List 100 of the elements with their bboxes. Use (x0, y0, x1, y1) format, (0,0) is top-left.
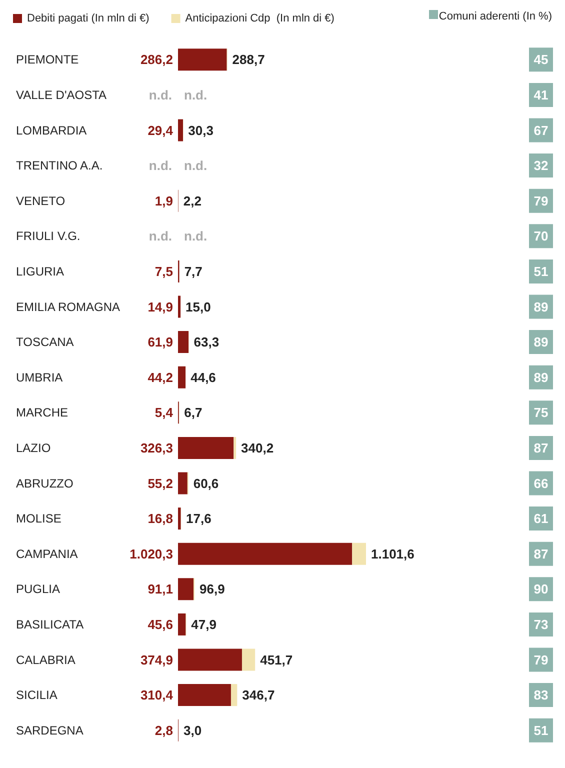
data-label: 32 (534, 158, 548, 174)
total-label: 15,0 (186, 299, 211, 314)
y-tick-label: SARDEGNA (16, 723, 84, 738)
y-tick-label: MOLISE (16, 512, 62, 526)
y-tick-label: VALLE D'AOSTA (16, 88, 107, 102)
data-label: 286,2 (140, 52, 173, 68)
total-label: 44,6 (190, 370, 216, 385)
data-label: 91,1 (148, 582, 173, 597)
data-label: 66 (534, 476, 548, 491)
text: n.d. (184, 87, 208, 102)
y-tick-label: PIEMONTE (16, 52, 79, 67)
data-label: 7,5 (154, 264, 173, 279)
bar (178, 366, 186, 388)
y-tick-label: PUGLIA (16, 582, 60, 596)
bar (230, 684, 238, 706)
data-label: 89 (534, 370, 548, 385)
y-tick-label: UMBRIA (16, 370, 63, 384)
y-tick-label: VENETO (16, 194, 66, 208)
bar (178, 436, 234, 459)
bar (178, 684, 231, 706)
total-label: 30,3 (188, 122, 214, 138)
data-label: 2,8 (154, 722, 173, 738)
total-label: 2,2 (183, 193, 202, 208)
y-tick-label: TOSCANA (16, 335, 74, 350)
bar (178, 296, 181, 318)
y-tick-label: CALABRIA (16, 652, 76, 667)
legend-label: Debiti pagati (In mln di €) (27, 12, 150, 24)
data-label: 89 (534, 299, 548, 314)
bar (178, 48, 227, 71)
text: n.d. (148, 228, 172, 244)
legend-label: Anticipazioni Cdp (In mln di €) (185, 12, 334, 24)
total-label: 1.101,6 (371, 546, 414, 562)
bar (178, 648, 242, 671)
data-label: 45 (534, 52, 548, 68)
data-label: 1,9 (154, 193, 173, 208)
data-label: 83 (534, 688, 548, 703)
data-label: 44,2 (148, 370, 173, 385)
bar (178, 119, 184, 142)
bar (178, 508, 181, 530)
data-label: 61 (534, 511, 548, 526)
total-label: 63,3 (194, 334, 220, 350)
data-label: 310,4 (140, 688, 174, 703)
bar (178, 613, 186, 636)
y-tick-label: EMILIA ROMAGNA (16, 300, 120, 314)
total-label: 346,7 (242, 688, 275, 703)
total-label: 6,7 (184, 405, 202, 420)
total-label: 47,9 (191, 616, 216, 632)
total-label: 7,7 (184, 264, 202, 279)
data-label: 374,9 (140, 652, 173, 668)
bar (178, 542, 352, 565)
data-label: 51 (534, 722, 548, 738)
total-label: 288,7 (232, 52, 265, 68)
data-label: 67 (534, 122, 548, 138)
y-tick-label: CAMPANIA (16, 546, 78, 561)
data-label: 55,2 (148, 476, 173, 491)
data-label: 79 (534, 652, 548, 668)
text: n.d. (184, 228, 208, 244)
data-label: 45,6 (148, 616, 173, 632)
total-label: 96,9 (200, 582, 225, 597)
bar (178, 331, 189, 354)
data-label: 87 (534, 546, 548, 562)
data-label: 41 (534, 87, 548, 102)
bar (178, 472, 188, 494)
data-label: 87 (534, 440, 548, 456)
y-tick-label: FRIULI V.G. (16, 229, 80, 244)
y-tick-label: ABRUZZO (16, 476, 74, 490)
text: n.d. (148, 87, 172, 102)
data-label: 51 (534, 264, 548, 279)
bar (178, 578, 194, 600)
y-tick-label: SICILIA (16, 688, 58, 702)
data-label: 70 (534, 228, 548, 244)
data-label: 79 (534, 193, 548, 208)
text: n.d. (148, 158, 172, 174)
y-tick-label: LAZIO (16, 440, 51, 455)
total-label: 60,6 (193, 476, 219, 491)
y-tick-label: BASILICATA (16, 617, 84, 632)
text: n.d. (184, 158, 208, 174)
data-label: 14,9 (148, 299, 173, 314)
y-tick-label: LOMBARDIA (16, 123, 87, 138)
data-label: 326,3 (140, 440, 173, 456)
data-label: 29,4 (148, 122, 174, 138)
bar (234, 436, 236, 459)
data-label: 73 (534, 616, 548, 632)
data-label: 16,8 (148, 511, 173, 526)
data-label: 5,4 (154, 405, 174, 420)
total-label: 451,7 (260, 652, 293, 668)
total-label: 17,6 (186, 511, 212, 526)
data-label: 61,9 (148, 334, 173, 350)
y-tick-label: LIGURIA (16, 264, 64, 278)
total-label: 340,2 (241, 440, 274, 456)
bar (242, 648, 256, 671)
data-label: 75 (534, 405, 548, 420)
bar (352, 542, 366, 565)
text: Comuni aderenti (In %) (438, 10, 552, 22)
y-tick-label: TRENTINO A.A. (16, 158, 103, 173)
y-tick-label: MARCHE (16, 406, 68, 420)
data-label: 89 (534, 334, 548, 350)
data-label: 90 (534, 582, 548, 597)
data-label: 1.020,3 (130, 546, 173, 562)
total-label: 3,0 (184, 722, 202, 738)
